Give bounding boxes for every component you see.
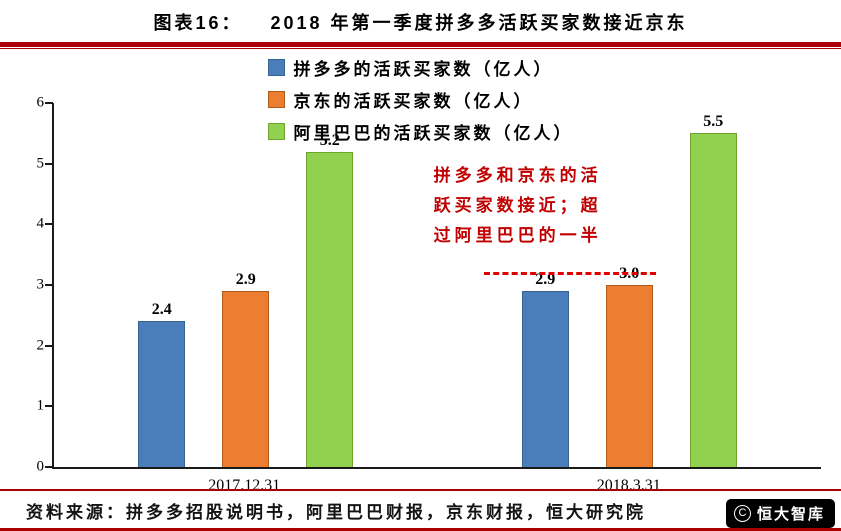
bars-row: 2.4 2.9 5.2 2.9 3.0 5.5 bbox=[54, 103, 821, 467]
legend-swatch-icon bbox=[267, 123, 285, 140]
legend-item: 京东的活跃买家数（亿人） bbox=[267, 87, 574, 112]
bar-value-label: 2.9 bbox=[235, 271, 256, 289]
bar-group: 2.4 2.9 5.2 bbox=[54, 103, 438, 467]
annotation-text: 拼多多和京东的活 跃买家数接近；超 过阿里巴巴的一半 bbox=[434, 161, 602, 251]
y-axis-tick-label: 3 bbox=[36, 276, 45, 293]
source-note: 资料来源：拼多多招股说明书，阿里巴巴财报，京东财报，恒大研究院 bbox=[26, 503, 646, 522]
legend-item: 阿里巴巴的活跃买家数（亿人） bbox=[267, 119, 574, 144]
annotation-line: 跃买家数接近；超 bbox=[433, 196, 602, 216]
page-title: 2018 年第一季度拼多多活跃买家数接近京东 bbox=[270, 13, 688, 33]
y-axis-tick-label: 5 bbox=[36, 155, 45, 172]
annotation-line: 拼多多和京东的活 bbox=[433, 166, 602, 186]
legend-label: 阿里巴巴的活跃买家数（亿人） bbox=[293, 124, 574, 143]
legend-item: 拼多多的活跃买家数（亿人） bbox=[267, 55, 574, 80]
y-axis-tick-label: 1 bbox=[36, 397, 45, 414]
bar-column: 2.9 bbox=[222, 103, 270, 467]
plot-area: 2.4 2.9 5.2 2.9 3.0 5.5 拼多多和京东的活 跃买家数接近；超 过阿里… bbox=[37, 95, 821, 475]
brand-logo-text: 恒大智库 bbox=[756, 506, 825, 523]
footer-bottom-rule bbox=[0, 528, 841, 531]
y-axis-tick-mark bbox=[45, 284, 53, 286]
bar bbox=[222, 291, 270, 467]
bar bbox=[138, 321, 186, 467]
y-axis-tick-label: 0 bbox=[36, 458, 45, 475]
footer: 资料来源：拼多多招股说明书，阿里巴巴财报，京东财报，恒大研究院 bbox=[0, 489, 841, 531]
bar-value-label: 5.2 bbox=[319, 131, 340, 149]
title-divider-thin-line bbox=[0, 48, 841, 49]
reference-line bbox=[483, 272, 657, 275]
legend-swatch-icon bbox=[267, 59, 285, 76]
title-divider-thick-line bbox=[0, 42, 841, 47]
chart-legend: 拼多多的活跃买家数（亿人） 京东的活跃买家数（亿人） 阿里巴巴的活跃买家数（亿人） bbox=[267, 55, 574, 144]
bar-chart: 拼多多的活跃买家数（亿人） 京东的活跃买家数（亿人） 阿里巴巴的活跃买家数（亿人） … bbox=[0, 49, 841, 501]
bar-column: 3.0 bbox=[605, 103, 653, 467]
bar-value-label: 5.5 bbox=[703, 113, 724, 131]
bar bbox=[306, 151, 354, 467]
annotation-line: 过阿里巴巴的一半 bbox=[433, 226, 602, 246]
bar-column: 5.5 bbox=[689, 103, 737, 467]
y-axis-tick-mark bbox=[45, 223, 53, 226]
bar-group: 2.9 3.0 5.5 bbox=[438, 103, 822, 467]
bar-column: 2.9 bbox=[521, 103, 569, 467]
legend-swatch-icon bbox=[267, 91, 285, 108]
figure-label: 图表16： bbox=[153, 13, 243, 33]
y-axis-tick-mark bbox=[45, 466, 53, 468]
bar bbox=[689, 133, 737, 467]
legend-label: 拼多多的活跃买家数（亿人） bbox=[293, 60, 554, 79]
bar-column: 5.2 bbox=[306, 103, 354, 467]
bar-column: 2.4 bbox=[138, 103, 186, 467]
bar-value-label: 2.9 bbox=[535, 271, 556, 289]
y-axis-tick-label: 4 bbox=[36, 215, 45, 232]
y-axis-tick-mark bbox=[45, 405, 53, 408]
y-axis-tick-mark bbox=[45, 102, 53, 104]
chart-title-row: 图表16： 2018 年第一季度拼多多活跃买家数接近京东 bbox=[0, 0, 841, 35]
bar-value-label: 2.4 bbox=[151, 301, 172, 319]
y-axis-tick-mark bbox=[45, 344, 53, 347]
bar bbox=[521, 291, 569, 467]
brand-ring-icon: C bbox=[733, 505, 751, 522]
bar bbox=[605, 285, 653, 467]
footer-top-rule bbox=[0, 489, 841, 491]
y-axis-tick-label: 2 bbox=[36, 337, 45, 354]
y-axis-tick-mark bbox=[45, 162, 53, 165]
brand-logo: C 恒大智库 bbox=[725, 499, 835, 528]
y-axis-tick-label: 6 bbox=[36, 94, 45, 111]
title-divider bbox=[0, 42, 841, 49]
legend-label: 京东的活跃买家数（亿人） bbox=[293, 92, 534, 111]
